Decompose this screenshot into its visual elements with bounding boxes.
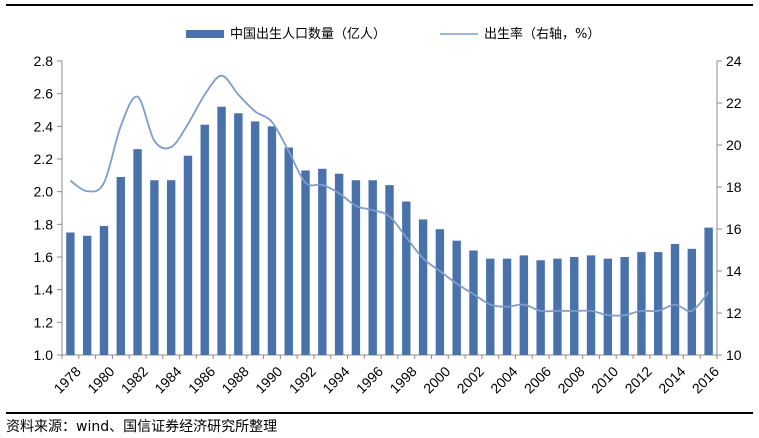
bar bbox=[116, 176, 125, 355]
bar bbox=[536, 260, 545, 355]
x-tick-label: 2008 bbox=[554, 363, 587, 396]
y-left-tick-label: 2.4 bbox=[34, 118, 54, 134]
x-tick-label: 1982 bbox=[118, 363, 151, 396]
x-tick-label: 2012 bbox=[622, 363, 655, 396]
bar bbox=[82, 235, 92, 355]
line-series bbox=[69, 74, 710, 317]
top-rule bbox=[6, 4, 753, 6]
bar bbox=[385, 185, 394, 355]
bar bbox=[486, 258, 495, 355]
bar bbox=[704, 227, 713, 355]
bar bbox=[150, 180, 159, 355]
x-tick-label: 1994 bbox=[319, 363, 352, 396]
birth-rate-line bbox=[69, 74, 710, 317]
y-right-tick-label: 24 bbox=[726, 53, 742, 69]
y-right-tick-label: 12 bbox=[726, 305, 742, 321]
bar bbox=[553, 258, 562, 355]
x-tick-label: 2006 bbox=[521, 363, 554, 396]
bar bbox=[284, 147, 293, 355]
legend-line-label: 出生率（右轴，%） bbox=[484, 26, 600, 42]
bar bbox=[99, 225, 109, 355]
bar bbox=[368, 180, 377, 355]
bar bbox=[687, 248, 697, 355]
y-left-tick-label: 2.6 bbox=[34, 86, 54, 102]
bar bbox=[570, 257, 579, 355]
x-tick-label: 2004 bbox=[487, 363, 520, 396]
bar bbox=[66, 232, 75, 355]
bar bbox=[418, 219, 428, 355]
y-left-tick-label: 1.4 bbox=[34, 282, 54, 298]
x-tick-label: 2000 bbox=[420, 363, 453, 396]
y-left-tick-label: 1.0 bbox=[34, 347, 54, 363]
bar bbox=[469, 250, 478, 355]
y-left-tick-label: 2.8 bbox=[34, 53, 54, 69]
bar bbox=[620, 257, 629, 355]
y-right-tick-label: 20 bbox=[726, 137, 742, 153]
bar bbox=[267, 126, 277, 355]
y-right-tick-label: 16 bbox=[726, 221, 742, 237]
bar bbox=[301, 170, 310, 355]
bar bbox=[402, 201, 411, 355]
x-tick-label: 1984 bbox=[151, 363, 184, 396]
bar bbox=[435, 229, 445, 355]
bar bbox=[654, 252, 663, 355]
bar bbox=[318, 168, 327, 355]
y-left-tick-label: 2.0 bbox=[34, 184, 54, 200]
y-left-tick-label: 1.2 bbox=[34, 314, 54, 330]
x-tick-label: 2002 bbox=[454, 363, 487, 396]
x-tick-label: 1986 bbox=[185, 363, 218, 396]
x-tick-label: 1992 bbox=[286, 363, 319, 396]
chart: 中国出生人口数量（亿人） 出生率（右轴，%） 1.0 1.2 1.4 1.6 1.8 2.… bbox=[34, 26, 742, 397]
x-tick-label: 2016 bbox=[689, 363, 722, 396]
x-tick-label: 1980 bbox=[84, 363, 117, 396]
x-tick-label: 1988 bbox=[218, 363, 251, 396]
bar bbox=[200, 124, 209, 355]
bar bbox=[334, 173, 344, 355]
legend-bar-label: 中国出生人口数量（亿人） bbox=[230, 27, 386, 42]
bar bbox=[637, 252, 646, 355]
y-left-tick-label: 1.8 bbox=[34, 216, 54, 232]
x-tick-label: 1990 bbox=[252, 363, 285, 396]
bar bbox=[351, 180, 361, 355]
y-right-tick-label: 22 bbox=[726, 95, 742, 111]
bar bbox=[603, 258, 613, 355]
bar bbox=[234, 113, 243, 356]
y-right-tick-label: 10 bbox=[726, 347, 742, 363]
bar-series bbox=[66, 106, 713, 356]
x-tick-label: 2010 bbox=[588, 363, 621, 396]
bar bbox=[217, 106, 226, 355]
x-tick-label: 1996 bbox=[353, 363, 386, 396]
legend: 中国出生人口数量（亿人） 出生率（右轴，%） bbox=[186, 26, 600, 42]
source-note: 资料来源：wind、国信证券经济研究所整理 bbox=[6, 419, 278, 435]
bar bbox=[166, 180, 176, 355]
y-right-tick-label: 18 bbox=[726, 179, 742, 195]
bar bbox=[183, 155, 193, 355]
bar bbox=[250, 121, 260, 355]
bar bbox=[670, 243, 680, 355]
x-tick-label: 2014 bbox=[655, 363, 688, 396]
legend-bar-swatch bbox=[186, 30, 224, 38]
bar bbox=[586, 255, 596, 355]
y-left-tick-label: 2.2 bbox=[34, 151, 54, 167]
x-tick-label: 1978 bbox=[51, 363, 84, 396]
bar bbox=[452, 240, 461, 355]
x-tick-label: 1998 bbox=[386, 363, 419, 396]
y-right-tick-label: 14 bbox=[726, 263, 742, 279]
bar bbox=[133, 149, 142, 355]
y-left-tick-label: 1.6 bbox=[34, 249, 54, 265]
bottom-rule bbox=[6, 412, 753, 414]
